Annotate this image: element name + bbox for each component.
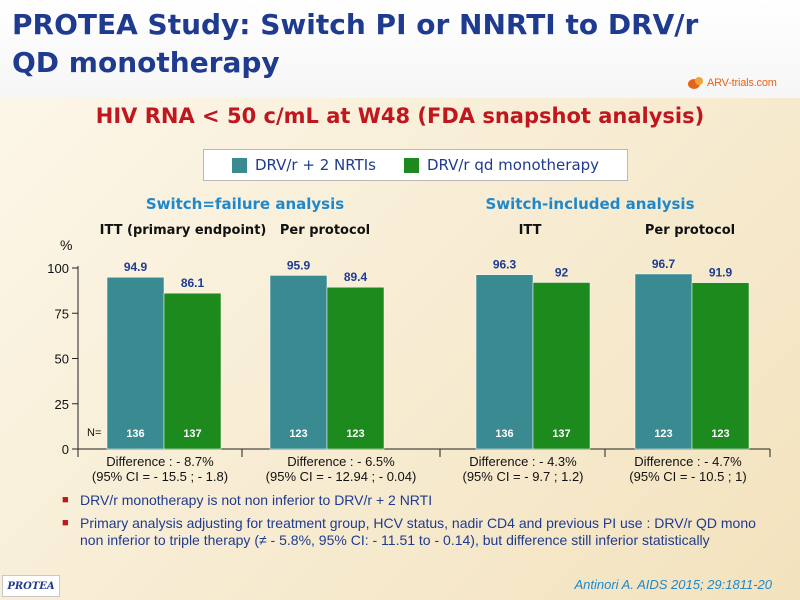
bar	[475, 274, 534, 450]
bar-n-label: 123	[711, 428, 729, 440]
legend: DRV/r + 2 NRTIs DRV/r qd monotherapy	[203, 149, 628, 181]
citation: Antinori A. AIDS 2015; 29:1811-20	[574, 577, 772, 592]
bar-n-label: 123	[654, 428, 672, 440]
bar	[106, 276, 165, 450]
bar-value-label: 92	[555, 265, 569, 279]
bar-n-label: 136	[126, 428, 144, 440]
section-switch-included: Switch-included analysis	[485, 195, 695, 213]
legend-swatch-triple	[231, 157, 247, 173]
group-label-itt: ITT	[518, 223, 542, 238]
bullet-text: DRV/r monotherapy is not non inferior to…	[80, 492, 433, 508]
ci-label: (95% CI = - 10.5 ; 1)	[629, 469, 746, 484]
bullet-item: ■ DRV/r monotherapy is not non inferior …	[62, 492, 782, 509]
legend-item-mono: DRV/r qd monotherapy	[403, 156, 600, 174]
slide-title: PROTEA Study: Switch PI or NNRTI to DRV/…	[12, 8, 699, 79]
ci-label: (95% CI = - 9.7 ; 1.2)	[462, 469, 583, 484]
y-tick-label: 50	[55, 352, 69, 367]
logo-icon	[688, 77, 703, 89]
group-label-pp-1: Per protocol	[279, 223, 371, 238]
bar	[326, 286, 385, 450]
bar-n-label: 137	[552, 428, 570, 440]
legend-label-triple: DRV/r + 2 NRTIs	[254, 156, 376, 174]
bar-value-label: 96.3	[493, 258, 517, 272]
difference-label: Difference : - 4.3%	[469, 454, 577, 469]
bullet-list: ■ DRV/r monotherapy is not non inferior …	[62, 492, 782, 555]
group-label-itt-primary: ITT (primary endpoint)	[99, 223, 267, 238]
ci-label: (95% CI = - 15.5 ; - 1.8)	[92, 469, 228, 484]
bar	[532, 282, 591, 450]
y-tick-label: 75	[55, 306, 69, 321]
bar-value-label: 86.1	[181, 276, 205, 290]
y-tick-label: 25	[55, 397, 69, 412]
y-tick-label: 100	[47, 261, 69, 276]
logo-text: ARV-trials.com	[707, 77, 777, 89]
difference-label: Difference : - 8.7%	[106, 454, 214, 469]
difference-label: Difference : - 6.5%	[287, 454, 395, 469]
bar-n-label: 137	[183, 428, 201, 440]
n-label: N=	[87, 427, 101, 439]
bar-value-label: 94.9	[124, 260, 148, 274]
legend-item-triple: DRV/r + 2 NRTIs	[231, 156, 376, 174]
bar-value-label: 91.9	[709, 266, 733, 280]
bar	[691, 282, 750, 450]
title-band	[0, 0, 800, 98]
bar	[269, 275, 328, 450]
group-label-pp-2: Per protocol	[644, 223, 736, 238]
ci-label: (95% CI = - 12.94 ; - 0.04)	[266, 469, 417, 484]
protea-badge: PROTEA	[2, 575, 60, 597]
bullet-square-icon: ■	[62, 517, 69, 529]
bar-value-label: 96.7	[652, 257, 676, 271]
bar	[163, 292, 222, 450]
y-tick-label: 0	[62, 442, 69, 457]
bar-value-label: 89.4	[344, 270, 368, 284]
bar	[634, 273, 693, 450]
bar-value-label: 95.9	[287, 258, 311, 272]
chart-subtitle: HIV RNA < 50 c/mL at W48 (FDA snapshot a…	[95, 104, 705, 128]
arv-trials-logo: ARV-trials.com	[688, 74, 777, 92]
bar-n-label: 136	[495, 428, 513, 440]
bar-n-label: 123	[346, 428, 364, 440]
bullet-square-icon: ■	[62, 494, 69, 506]
difference-label: Difference : - 4.7%	[634, 454, 742, 469]
legend-label-mono: DRV/r qd monotherapy	[426, 156, 600, 174]
bar-n-label: 123	[289, 428, 307, 440]
section-switch-failure: Switch=failure analysis	[145, 195, 345, 213]
bullet-text: Primary analysis adjusting for treatment…	[80, 515, 756, 548]
y-axis-label: %	[60, 237, 72, 253]
bullet-item: ■ Primary analysis adjusting for treatme…	[62, 515, 782, 549]
legend-swatch-mono	[403, 157, 419, 173]
